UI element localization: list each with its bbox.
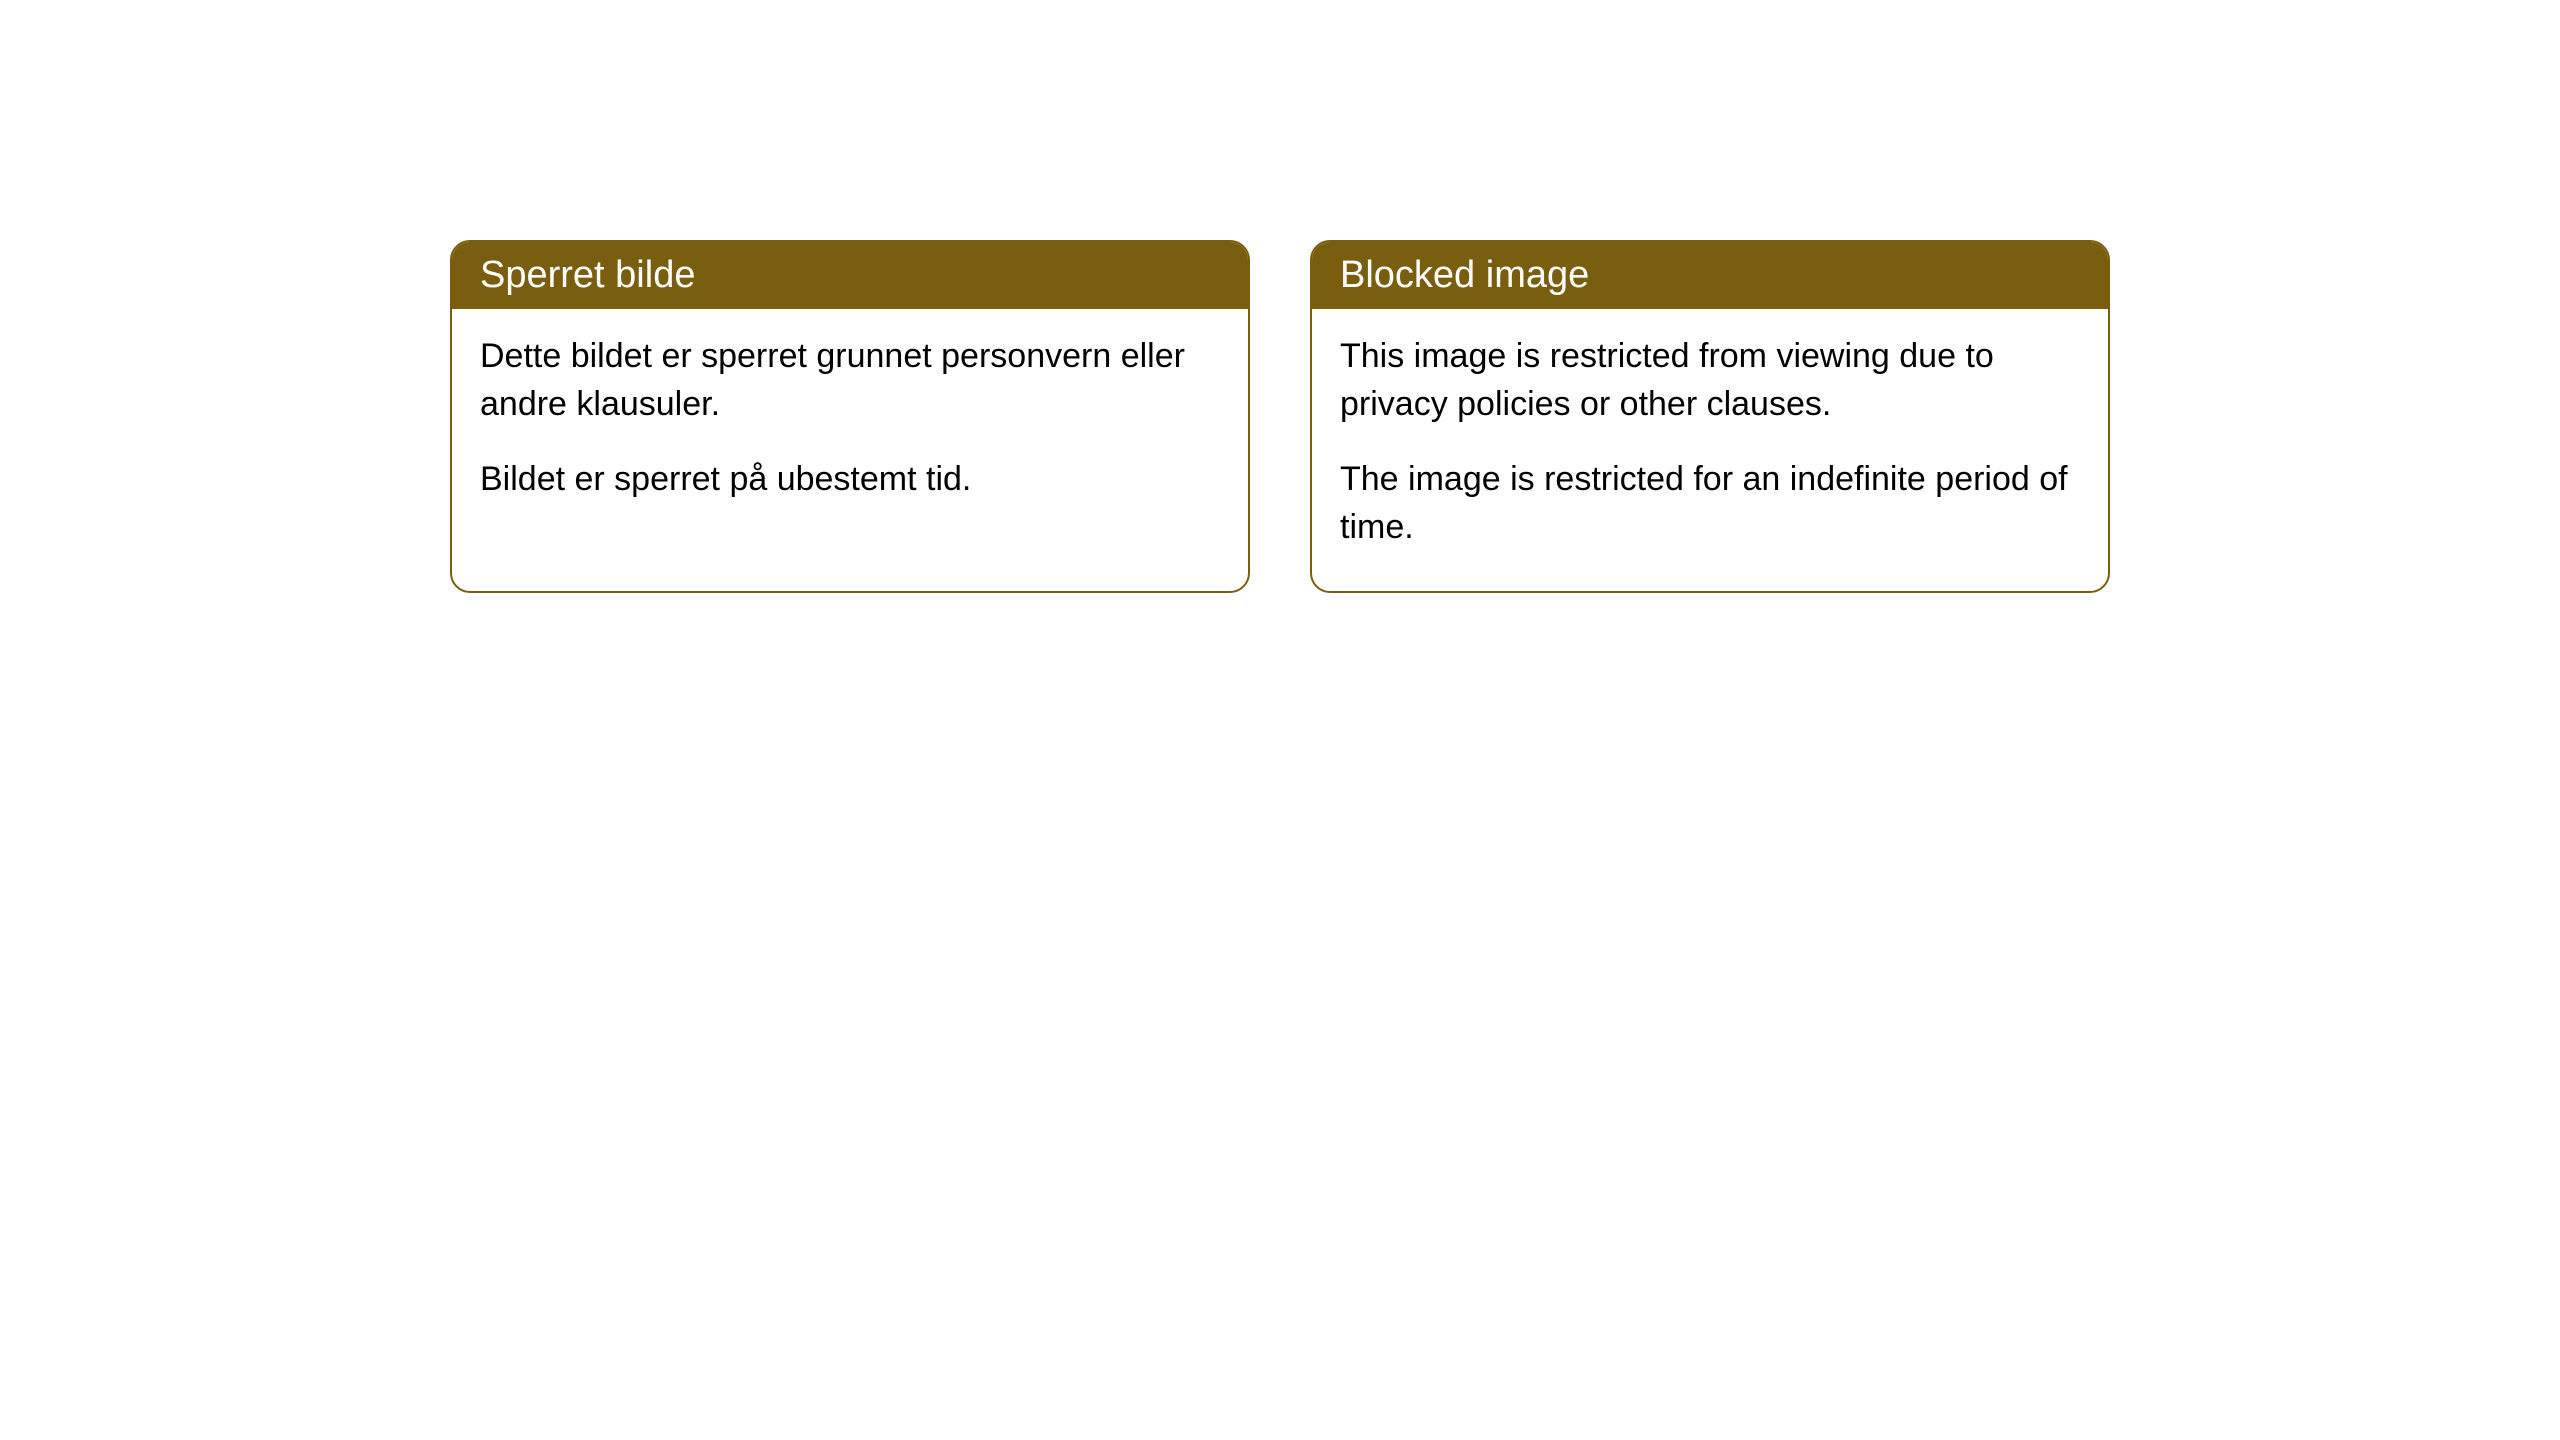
card-body-norwegian: Dette bildet er sperret grunnet personve…: [452, 309, 1248, 544]
card-paragraph-2-english: The image is restricted for an indefinit…: [1340, 456, 2080, 551]
card-paragraph-1-english: This image is restricted from viewing du…: [1340, 333, 2080, 428]
card-paragraph-1-norwegian: Dette bildet er sperret grunnet personve…: [480, 333, 1220, 428]
notification-cards-container: Sperret bilde Dette bildet er sperret gr…: [450, 240, 2110, 593]
card-header-norwegian: Sperret bilde: [452, 242, 1248, 309]
blocked-image-card-norwegian: Sperret bilde Dette bildet er sperret gr…: [450, 240, 1250, 593]
blocked-image-card-english: Blocked image This image is restricted f…: [1310, 240, 2110, 593]
card-header-english: Blocked image: [1312, 242, 2108, 309]
card-body-english: This image is restricted from viewing du…: [1312, 309, 2108, 591]
card-paragraph-2-norwegian: Bildet er sperret på ubestemt tid.: [480, 456, 1220, 504]
